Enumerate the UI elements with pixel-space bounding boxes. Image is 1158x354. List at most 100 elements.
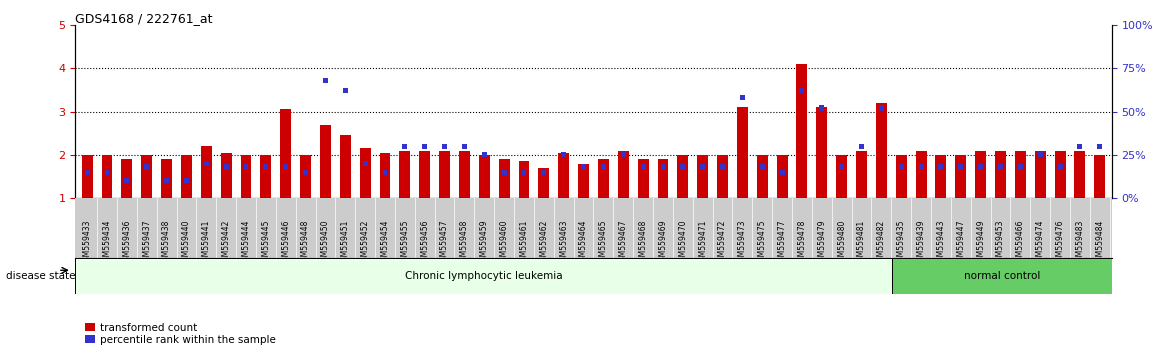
Bar	[717, 155, 728, 198]
Bar	[658, 159, 668, 198]
Bar	[478, 155, 490, 198]
Bar	[640, 164, 645, 170]
Bar	[519, 161, 529, 198]
Bar	[85, 170, 89, 175]
Bar	[1098, 144, 1102, 149]
Bar	[777, 155, 787, 198]
Bar	[423, 144, 427, 149]
Bar	[581, 164, 586, 170]
Bar	[799, 88, 805, 93]
Bar	[660, 164, 666, 170]
Bar	[975, 150, 987, 198]
Bar	[995, 150, 1006, 198]
Bar	[697, 155, 709, 198]
Bar	[284, 164, 288, 170]
Bar	[760, 164, 764, 170]
Bar	[499, 159, 510, 198]
Bar	[382, 170, 388, 175]
Bar	[320, 125, 331, 198]
Bar	[303, 170, 308, 175]
Bar	[1038, 152, 1042, 158]
Bar	[740, 95, 745, 100]
Bar	[223, 164, 228, 170]
Bar	[757, 155, 768, 198]
Bar	[1018, 164, 1023, 170]
Bar	[820, 105, 824, 111]
Bar	[998, 164, 1003, 170]
Bar	[263, 164, 269, 170]
Bar	[122, 159, 132, 198]
Legend: transformed count, percentile rank within the sample: transformed count, percentile rank withi…	[80, 318, 280, 349]
Bar	[916, 150, 926, 198]
Bar	[899, 164, 903, 170]
Bar	[161, 159, 173, 198]
Bar	[1057, 164, 1063, 170]
Bar	[442, 144, 447, 149]
Text: disease state: disease state	[6, 271, 75, 281]
Bar	[677, 155, 688, 198]
Bar	[261, 155, 271, 198]
Bar	[601, 164, 606, 170]
Bar	[280, 109, 291, 198]
Bar	[360, 148, 371, 198]
Bar	[181, 155, 192, 198]
Bar	[402, 144, 408, 149]
Bar	[736, 107, 748, 198]
Bar	[720, 164, 725, 170]
Bar	[558, 153, 569, 198]
Bar	[1035, 150, 1046, 198]
Bar	[896, 155, 907, 198]
Bar	[482, 152, 486, 158]
Bar	[955, 155, 966, 198]
Bar	[859, 144, 864, 149]
Bar	[538, 168, 549, 198]
Bar	[638, 159, 648, 198]
Bar	[578, 164, 589, 198]
Bar	[323, 78, 328, 83]
Bar	[124, 178, 130, 183]
Bar	[439, 150, 450, 198]
Bar	[141, 155, 152, 198]
FancyBboxPatch shape	[75, 258, 893, 294]
Bar	[200, 146, 212, 198]
Bar	[856, 150, 867, 198]
Bar	[82, 155, 93, 198]
Bar	[459, 150, 470, 198]
Bar	[462, 144, 467, 149]
Bar	[339, 135, 351, 198]
Bar	[104, 170, 110, 175]
Bar	[164, 178, 169, 183]
Bar	[681, 164, 686, 170]
Bar	[241, 155, 251, 198]
Bar	[501, 170, 506, 175]
Bar	[521, 170, 527, 175]
Bar	[879, 105, 884, 111]
Bar	[938, 164, 944, 170]
Bar	[243, 164, 249, 170]
Bar	[1077, 144, 1083, 149]
Bar	[959, 164, 963, 170]
Bar	[936, 155, 946, 198]
Bar	[979, 164, 983, 170]
Bar	[1014, 150, 1026, 198]
Bar	[542, 170, 547, 175]
Bar	[598, 159, 609, 198]
Bar	[701, 164, 705, 170]
Bar	[618, 150, 629, 198]
Bar	[1055, 150, 1065, 198]
Bar	[400, 150, 410, 198]
Bar	[300, 155, 312, 198]
Bar	[836, 155, 848, 198]
FancyBboxPatch shape	[893, 258, 1112, 294]
Text: GDS4168 / 222761_at: GDS4168 / 222761_at	[75, 12, 213, 25]
Bar	[779, 170, 785, 175]
Bar	[184, 178, 189, 183]
Bar	[343, 88, 347, 93]
Bar	[362, 161, 367, 166]
Bar	[797, 64, 807, 198]
Bar	[840, 164, 844, 170]
Bar	[918, 164, 924, 170]
Text: normal control: normal control	[963, 271, 1040, 281]
Bar	[621, 152, 625, 158]
Bar	[204, 161, 208, 166]
